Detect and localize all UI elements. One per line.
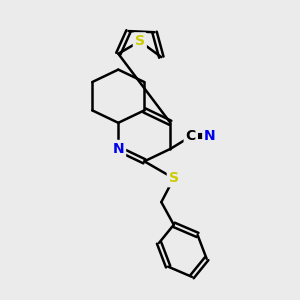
Text: N: N	[112, 142, 124, 156]
Text: C: C	[186, 129, 196, 143]
Text: S: S	[135, 34, 145, 48]
Text: S: S	[169, 171, 179, 185]
Text: N: N	[204, 129, 216, 143]
